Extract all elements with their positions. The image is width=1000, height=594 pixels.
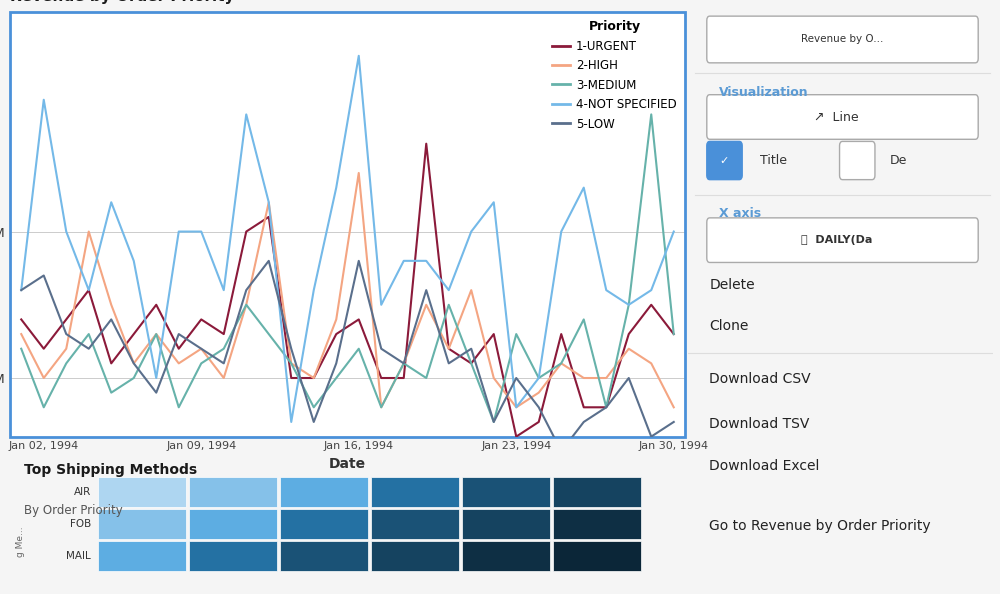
Bar [98, 508, 186, 539]
FancyBboxPatch shape [707, 94, 978, 140]
Bar [280, 541, 368, 571]
Bar [553, 508, 641, 539]
Bar [553, 476, 641, 507]
Bar [280, 476, 368, 507]
Text: MAIL: MAIL [66, 551, 91, 561]
Bar [189, 541, 277, 571]
Bar [371, 476, 459, 507]
FancyBboxPatch shape [707, 218, 978, 263]
Text: Revenue by Order Priority: Revenue by Order Priority [10, 0, 234, 4]
Text: Clone: Clone [709, 320, 749, 333]
Text: Download Excel: Download Excel [709, 459, 820, 473]
Bar [371, 508, 459, 539]
Legend: 1-URGENT, 2-HIGH, 3-MEDIUM, 4-NOT SPECIFIED, 5-LOW: 1-URGENT, 2-HIGH, 3-MEDIUM, 4-NOT SPECIF… [548, 15, 681, 135]
Text: De: De [890, 154, 907, 167]
FancyBboxPatch shape [840, 141, 875, 179]
Bar [189, 476, 277, 507]
Text: Delete: Delete [709, 279, 755, 292]
Text: g Me...: g Me... [16, 527, 25, 558]
Text: ↗  Line: ↗ Line [814, 110, 859, 124]
Bar [98, 476, 186, 507]
Text: AIR: AIR [74, 487, 91, 497]
Bar [462, 541, 550, 571]
Text: Visualization: Visualization [719, 86, 808, 99]
Bar [280, 508, 368, 539]
Text: By Order Priority: By Order Priority [24, 504, 122, 517]
Bar [371, 541, 459, 571]
Bar [462, 508, 550, 539]
Bar [189, 508, 277, 539]
Text: Download CSV: Download CSV [709, 372, 811, 386]
Text: X axis: X axis [719, 207, 761, 220]
Text: ✓: ✓ [720, 156, 729, 166]
Text: Revenue by O...: Revenue by O... [801, 34, 884, 45]
FancyBboxPatch shape [707, 141, 742, 179]
Text: Title: Title [760, 154, 787, 167]
Bar [98, 541, 186, 571]
Text: 📅  DAILY(Da: 📅 DAILY(Da [801, 235, 872, 245]
Bar [462, 476, 550, 507]
Text: Download TSV: Download TSV [709, 416, 810, 431]
Bar [10, 12, 685, 437]
Text: Go to Revenue by Order Priority: Go to Revenue by Order Priority [709, 519, 931, 533]
Bar [553, 541, 641, 571]
FancyBboxPatch shape [707, 16, 978, 63]
X-axis label: Date: Date [329, 457, 366, 471]
Text: Top Shipping Methods: Top Shipping Methods [24, 463, 197, 476]
Text: FOB: FOB [70, 519, 91, 529]
